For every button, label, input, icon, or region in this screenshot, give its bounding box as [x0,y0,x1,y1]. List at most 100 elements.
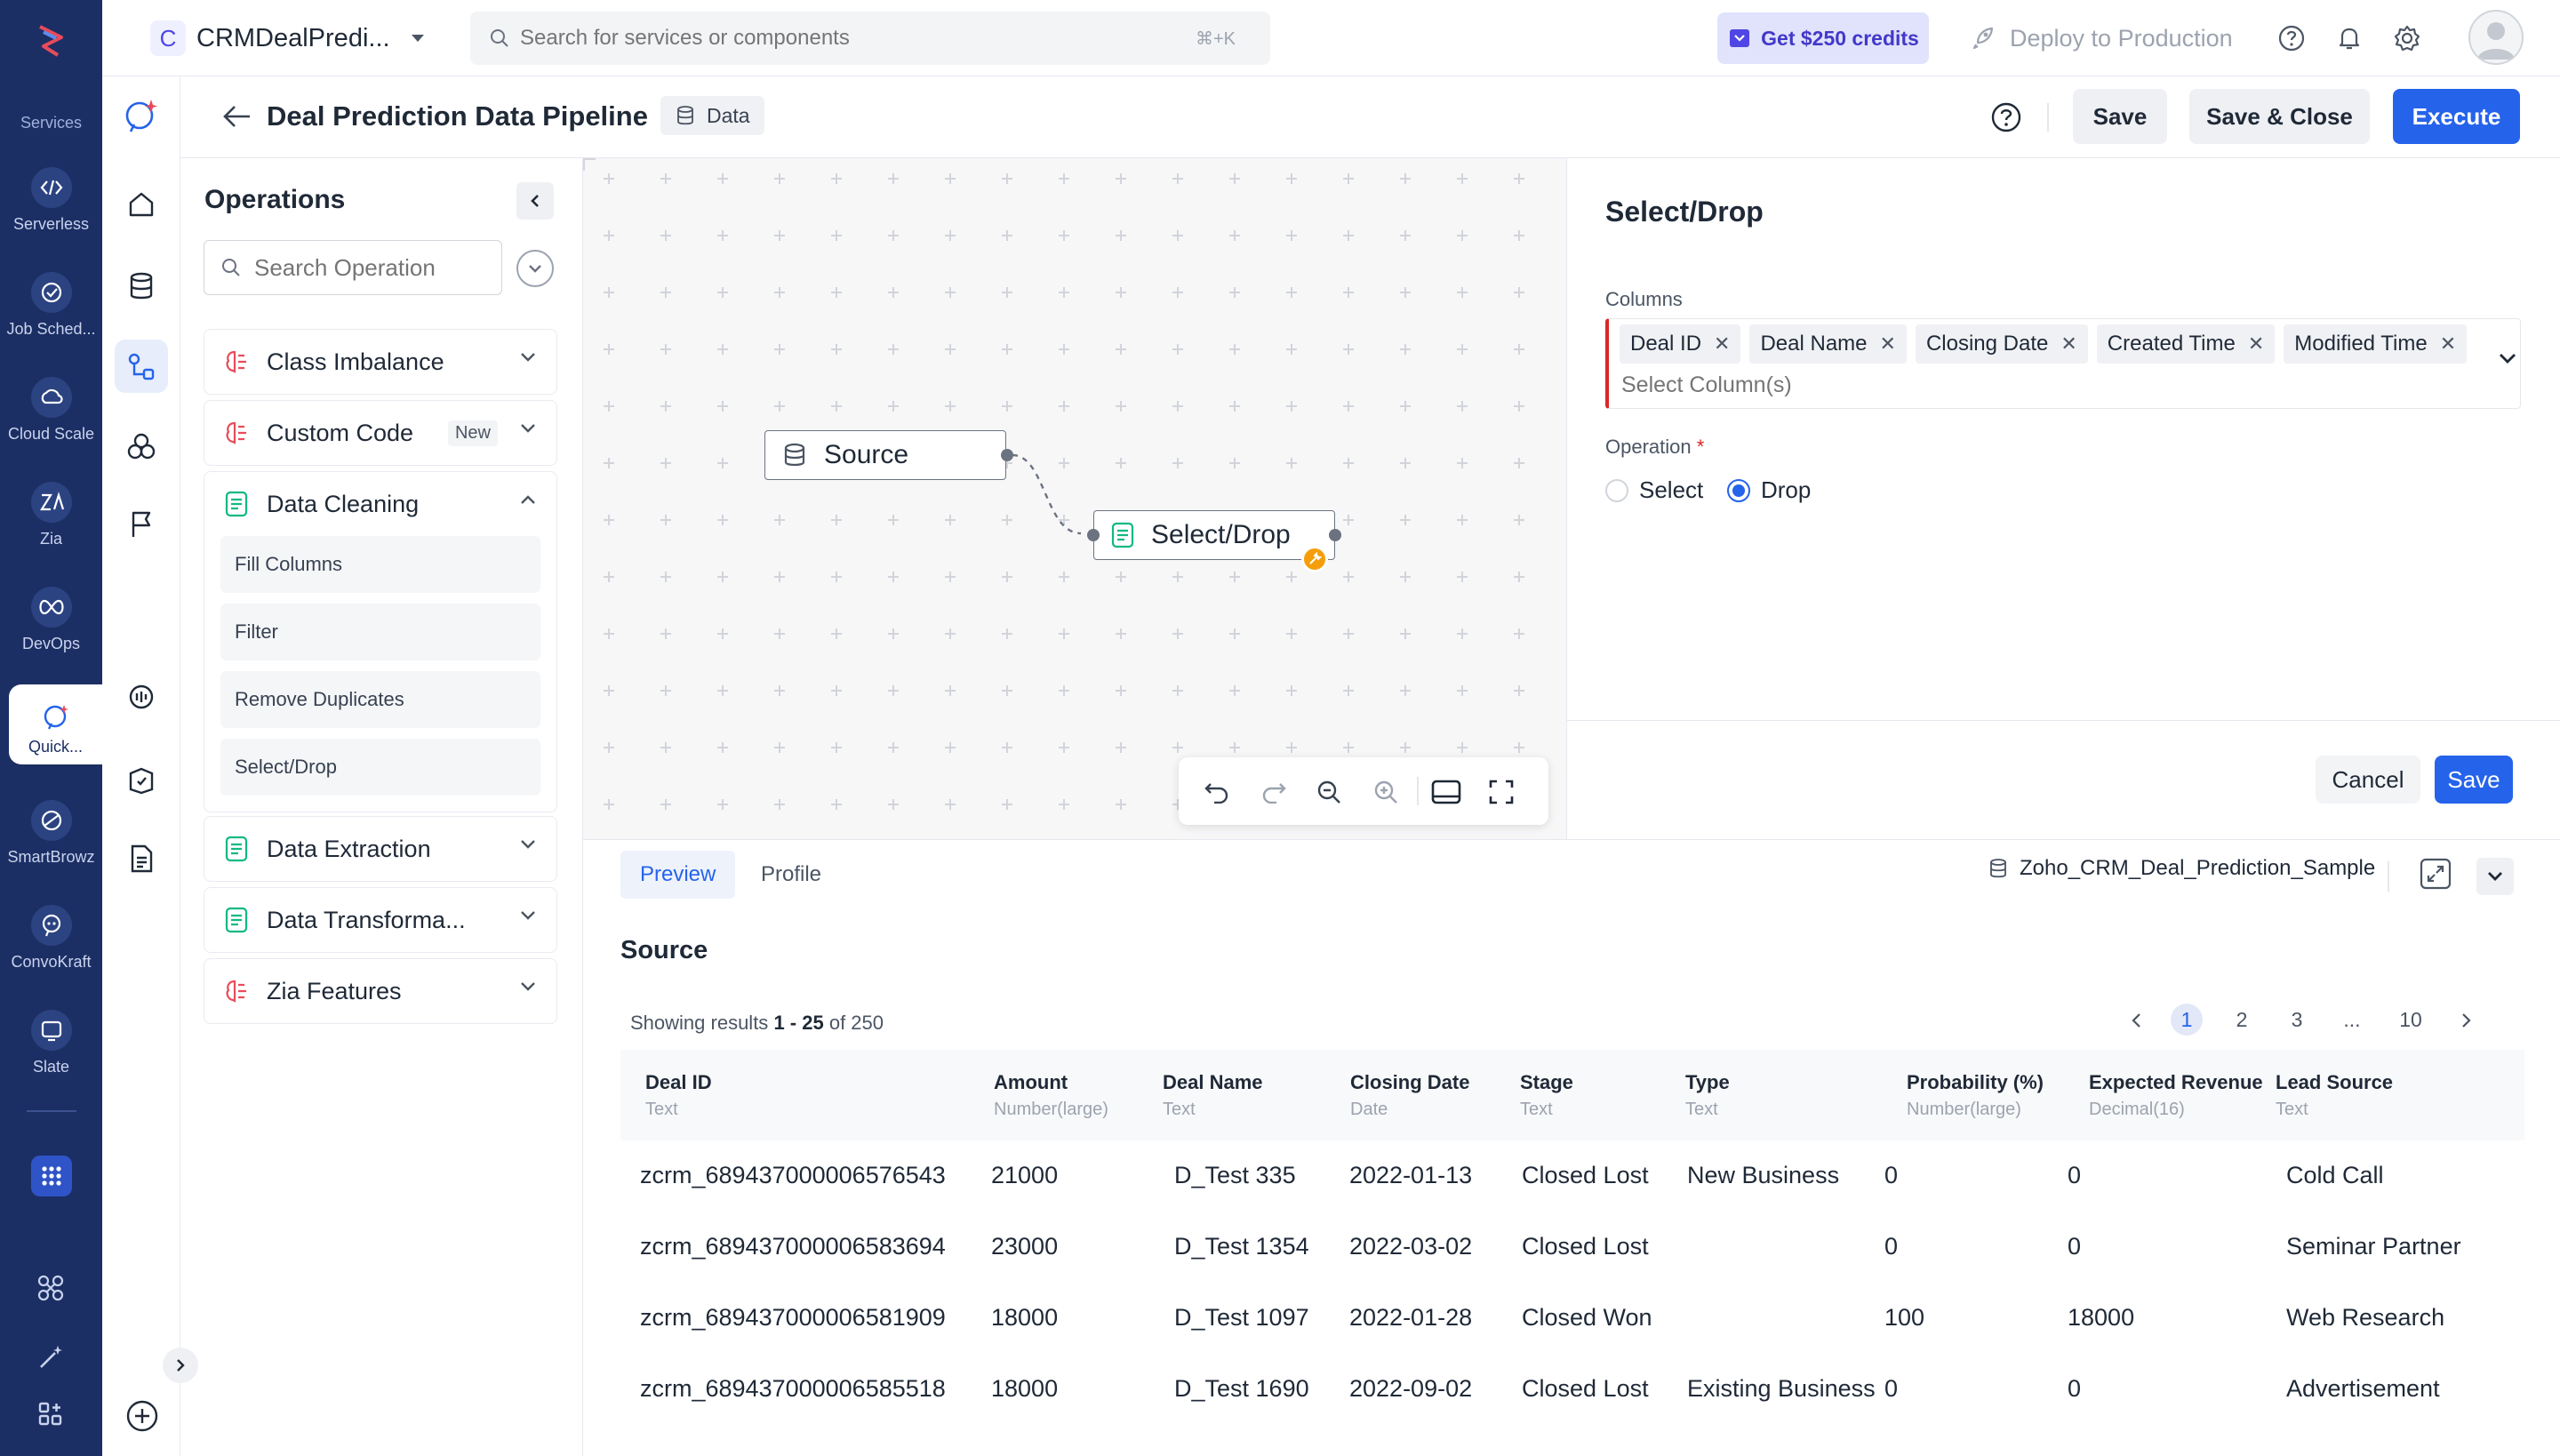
monitor-icon[interactable] [115,670,168,724]
tab-profile[interactable]: Profile [761,862,822,886]
prev-page-icon[interactable] [2130,1012,2144,1028]
deploy-button[interactable]: Deploy to Production [1969,20,2233,57]
column-header-lead-source[interactable]: Lead Source Text [2276,1071,2393,1120]
remove-chip-icon[interactable]: ✕ [2060,332,2077,355]
rail-item-serverless[interactable]: Serverless [0,167,102,234]
fit-view-icon[interactable] [1488,779,1515,805]
back-arrow-icon[interactable] [221,103,252,130]
execute-button[interactable]: Execute [2393,89,2520,144]
remove-chip-icon[interactable]: ✕ [2247,332,2265,355]
source-output-port[interactable] [1001,449,1013,461]
chevron-down-icon[interactable] [2498,351,2517,365]
operation-search-input[interactable] [254,253,485,282]
home-icon[interactable] [115,178,168,231]
global-search[interactable]: ⌘+K [470,12,1270,65]
expand-all-button[interactable] [516,250,554,287]
table-row[interactable]: zcrm_689437000006581909 18000 D_Test 1097 2… [620,1283,2524,1354]
chip-deal-id[interactable]: Deal ID ✕ [1620,324,1741,364]
page-10[interactable]: 10 [2399,1007,2422,1031]
column-header-amount[interactable]: Amount Number(large) [994,1071,1108,1120]
add-icon[interactable] [125,1399,159,1433]
column-header-deal-name[interactable]: Deal Name Text [1163,1071,1263,1120]
save-button[interactable]: Save [2073,89,2167,144]
rail-item-quickml[interactable]: Quick... [9,684,102,764]
chip-deal-name[interactable]: Deal Name ✕ [1749,324,1907,364]
models-icon[interactable] [115,420,168,473]
rail-item-convokraft[interactable]: ConvoKraft [0,905,102,972]
rail-item-devops[interactable]: DevOps [0,587,102,653]
op-item-remove-duplicates[interactable]: Remove Duplicates [220,671,540,728]
collapse-operations-button[interactable] [516,182,554,220]
columns-input[interactable] [1621,372,2155,398]
collapse-preview-button[interactable] [2476,858,2514,895]
op-group-zia-features[interactable]: Zia Features [204,958,557,1024]
page-1[interactable]: 1 [2171,1004,2203,1036]
select-drop-node[interactable]: Select/Drop [1093,510,1335,560]
table-row[interactable]: zcrm_689437000006585518 18000 D_Test 1690 2… [620,1354,2524,1425]
pipeline-canvas[interactable]: Source Select/Drop [583,158,1566,839]
radio-select[interactable]: Select [1605,476,1703,504]
operation-search[interactable] [204,240,502,295]
page-3[interactable]: 3 [2291,1007,2303,1031]
table-row[interactable]: zcrm_689437000006583694 23000 D_Test 1354 2… [620,1212,2524,1283]
table-row[interactable]: zcrm_689437000006576543 21000 D_Test 335 20… [620,1140,2524,1212]
op-group-data-cleaning[interactable]: Data Cleaning Fill Columns Filter Remove… [204,471,557,812]
collapse-nav-button[interactable] [163,1348,198,1383]
document-icon[interactable] [115,832,168,885]
column-header-expected-revenue[interactable]: Expected Revenue Decimal(16) [2089,1071,2263,1120]
pipeline-icon[interactable] [115,340,168,393]
remove-chip-icon[interactable]: ✕ [2439,332,2457,355]
op-group-data-extraction[interactable]: Data Extraction [204,816,557,882]
help-circle-icon[interactable] [1990,101,2022,133]
op-group-custom-code[interactable]: Custom Code New [204,400,557,466]
op-group-class-imbalance[interactable]: Class Imbalance [204,329,557,395]
column-header-probability[interactable]: Probability (%) Number(large) [1907,1071,2044,1120]
node-warning-badge[interactable] [1301,546,1328,572]
save-and-close-button[interactable]: Save & Close [2189,89,2370,144]
column-header-stage[interactable]: Stage Text [1520,1071,1573,1120]
column-header-closing-date[interactable]: Closing Date Date [1350,1071,1469,1120]
tab-preview[interactable]: Preview [620,851,736,899]
source-node[interactable]: Source [764,430,1006,480]
radio-drop[interactable]: Drop [1727,476,1811,504]
config-save-button[interactable]: Save [2435,756,2513,804]
op-item-select-drop[interactable]: Select/Drop [220,739,540,796]
settings-gear-icon[interactable] [2393,24,2421,52]
next-page-icon[interactable] [2459,1012,2473,1028]
undo-icon[interactable] [1204,779,1230,804]
rail-item-smartbrowz[interactable]: SmartBrowz [0,800,102,867]
all-services-button[interactable] [31,1156,72,1196]
zoom-out-icon[interactable] [1316,779,1342,805]
integrations-icon[interactable] [36,1273,66,1303]
columns-multiselect[interactable]: Deal ID ✕ Deal Name ✕ Closing Date ✕ Create… [1605,318,2521,409]
cancel-button[interactable]: Cancel [2316,756,2420,804]
project-switcher[interactable]: C CRMDealPredi... [150,20,426,57]
report-icon[interactable] [115,754,168,807]
op-group-data-transformation[interactable]: Data Transforma... [204,887,557,953]
apps-icon[interactable] [37,1401,64,1428]
chip-modified-time[interactable]: Modified Time ✕ [2284,324,2468,364]
column-header-type[interactable]: Type Text [1685,1071,1730,1120]
user-avatar[interactable] [2468,10,2524,65]
rail-item-cloud-scale[interactable]: Cloud Scale [0,377,102,444]
page-2[interactable]: 2 [2236,1007,2248,1031]
op-item-filter[interactable]: Filter [220,604,540,660]
help-icon[interactable] [2277,24,2306,52]
remove-chip-icon[interactable]: ✕ [1714,332,1731,355]
remove-chip-icon[interactable]: ✕ [1879,332,1896,355]
rail-item-zia[interactable]: Zia [0,482,102,548]
zoom-in-icon[interactable] [1372,779,1399,805]
credits-button[interactable]: Get $250 credits [1717,12,1929,64]
database-icon[interactable] [115,260,168,313]
redo-icon[interactable] [1260,779,1287,804]
select-drop-output-port[interactable] [1329,529,1341,541]
global-search-input[interactable] [520,26,1196,51]
column-header-deal-id[interactable]: Deal ID Text [645,1071,712,1120]
select-drop-input-port[interactable] [1087,529,1100,541]
catalyst-logo[interactable] [31,20,72,60]
magic-wand-icon[interactable] [36,1342,66,1372]
chip-created-time[interactable]: Created Time ✕ [2096,324,2276,364]
chip-closing-date[interactable]: Closing Date ✕ [1915,324,2088,364]
expand-icon[interactable] [2420,858,2452,890]
flag-icon[interactable] [115,498,168,551]
